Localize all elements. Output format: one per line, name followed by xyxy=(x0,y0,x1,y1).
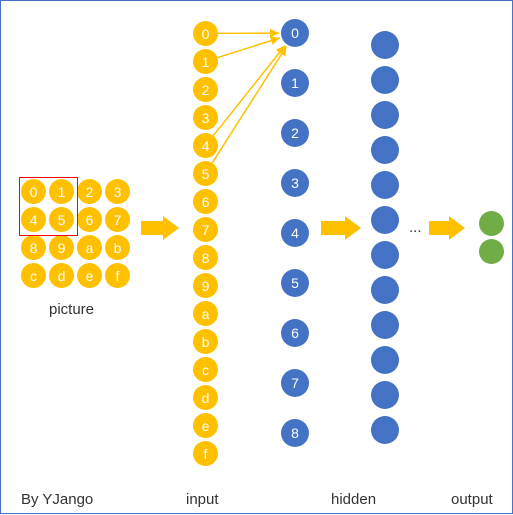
picture-cell: f xyxy=(105,263,130,288)
input-node: e xyxy=(193,413,218,438)
label-credit: By YJango xyxy=(21,491,93,508)
input-node: 3 xyxy=(193,105,218,130)
arrow-right xyxy=(141,216,179,240)
picture-cell: b xyxy=(105,235,130,260)
input-node: d xyxy=(193,385,218,410)
input-node: 0 xyxy=(193,21,218,46)
picture-cell: 1 xyxy=(49,179,74,204)
hidden-node-plain xyxy=(371,171,399,199)
hidden-node: 2 xyxy=(281,119,309,147)
hidden-node: 8 xyxy=(281,419,309,447)
label-output: output xyxy=(451,491,493,508)
picture-cell: 8 xyxy=(21,235,46,260)
input-node: 9 xyxy=(193,273,218,298)
input-node: 4 xyxy=(193,133,218,158)
picture-cell: 7 xyxy=(105,207,130,232)
hidden-node: 7 xyxy=(281,369,309,397)
output-node xyxy=(479,211,504,236)
hidden-node-plain xyxy=(371,381,399,409)
picture-cell: 9 xyxy=(49,235,74,260)
hidden-node: 4 xyxy=(281,219,309,247)
picture-cell: a xyxy=(77,235,102,260)
hidden-node-plain xyxy=(371,31,399,59)
input-node: 2 xyxy=(193,77,218,102)
picture-cell: c xyxy=(21,263,46,288)
hidden-node: 3 xyxy=(281,169,309,197)
arrow-right xyxy=(429,216,465,240)
input-node: b xyxy=(193,329,218,354)
label-hidden: hidden xyxy=(331,491,376,508)
input-node: 5 xyxy=(193,161,218,186)
hidden-node-plain xyxy=(371,206,399,234)
ellipsis: ... xyxy=(409,219,422,236)
picture-cell: d xyxy=(49,263,74,288)
hidden-node-plain xyxy=(371,241,399,269)
hidden-node-plain xyxy=(371,276,399,304)
output-node xyxy=(479,239,504,264)
label-input: input xyxy=(186,491,219,508)
hidden-node-plain xyxy=(371,136,399,164)
picture-cell: e xyxy=(77,263,102,288)
hidden-node: 5 xyxy=(281,269,309,297)
input-node: 7 xyxy=(193,217,218,242)
hidden-node-plain xyxy=(371,101,399,129)
picture-cell: 5 xyxy=(49,207,74,232)
diagram-canvas: 0123456789abcdef0123456789abcdef01234567… xyxy=(0,0,513,514)
arrow-right xyxy=(321,216,361,240)
picture-cell: 0 xyxy=(21,179,46,204)
input-node: a xyxy=(193,301,218,326)
hidden-node-plain xyxy=(371,66,399,94)
hidden-node: 0 xyxy=(281,19,309,47)
input-node: c xyxy=(193,357,218,382)
hidden-node-plain xyxy=(371,346,399,374)
input-node: f xyxy=(193,441,218,466)
input-node: 6 xyxy=(193,189,218,214)
input-node: 1 xyxy=(193,49,218,74)
hidden-node: 1 xyxy=(281,69,309,97)
connection-lines xyxy=(1,1,513,515)
label-picture: picture xyxy=(49,301,94,318)
picture-cell: 6 xyxy=(77,207,102,232)
hidden-node-plain xyxy=(371,416,399,444)
picture-cell: 3 xyxy=(105,179,130,204)
hidden-node-plain xyxy=(371,311,399,339)
picture-cell: 2 xyxy=(77,179,102,204)
input-node: 8 xyxy=(193,245,218,270)
picture-cell: 4 xyxy=(21,207,46,232)
hidden-node: 6 xyxy=(281,319,309,347)
